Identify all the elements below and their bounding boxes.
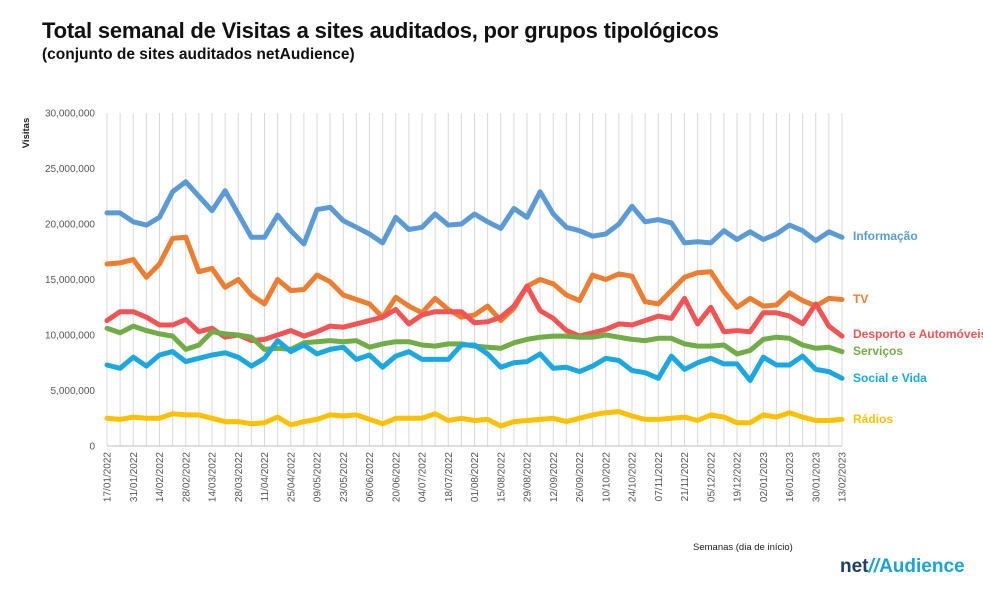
x-tick-label: 17/01/2022	[103, 452, 114, 502]
legend-label: Social e Vida	[853, 371, 927, 385]
x-tick-label: 28/02/2022	[181, 452, 192, 502]
y-tick-label: 0	[89, 442, 95, 453]
series-line-social-e-vida	[104, 338, 845, 383]
x-tick-label: 19/12/2022	[733, 452, 744, 502]
x-tick-label: 11/04/2022	[260, 452, 271, 502]
x-axis-label: Semanas (dia de início)	[693, 542, 793, 553]
x-tick-label: 06/06/2022	[365, 452, 376, 502]
y-tick-label: 30,000,000	[45, 109, 95, 120]
x-tick-label: 26/09/2022	[575, 452, 586, 502]
y-tick-label: 25,000,000	[45, 164, 95, 175]
netaudience-logo: net//Audience	[840, 556, 965, 578]
x-tick-label: 21/11/2022	[680, 452, 691, 502]
x-tick-label: 12/09/2022	[549, 452, 560, 502]
y-tick-label: 5,000,000	[51, 386, 96, 397]
x-tick-label: 04/07/2022	[418, 452, 429, 502]
x-tick-label: 25/04/2022	[286, 452, 297, 502]
logo-audience: Audience	[879, 556, 965, 577]
logo-slash: //	[868, 556, 880, 577]
x-tick-label: 15/08/2022	[496, 452, 507, 502]
y-tick-label: 10,000,000	[45, 331, 95, 342]
y-axis-label: Visitas	[21, 118, 32, 148]
x-tick-label: 23/05/2022	[339, 452, 350, 502]
series-line-informação	[104, 179, 845, 247]
legend-label: Informação	[853, 229, 918, 243]
x-tick-label: 16/01/2023	[785, 452, 796, 502]
y-tick-label: 15,000,000	[45, 275, 95, 286]
chart-title: Total semanal de Visitas a sites auditad…	[42, 18, 719, 43]
y-tick-label: 20,000,000	[45, 220, 95, 231]
x-tick-label: 10/10/2022	[601, 452, 612, 502]
x-tick-label: 09/05/2022	[313, 452, 324, 502]
legend-label: Rádios	[853, 412, 893, 426]
series-line-rádios	[104, 409, 845, 429]
x-tick-label: 05/12/2022	[706, 452, 717, 502]
series-line-tv	[104, 234, 845, 324]
x-tick-label: 28/03/2022	[234, 452, 245, 502]
x-tick-label: 14/02/2022	[155, 452, 166, 502]
x-tick-label: 18/07/2022	[444, 452, 455, 502]
x-tick-label: 20/06/2022	[391, 452, 402, 502]
x-tick-label: 01/08/2022	[470, 452, 481, 502]
legend-label: Desporto e Automóveis	[853, 327, 983, 341]
x-tick-label: 13/02/2023	[838, 452, 849, 502]
logo-net: net	[840, 556, 869, 577]
x-tick-label: 31/01/2022	[129, 452, 140, 502]
legend-label: Serviços	[853, 344, 903, 358]
legend-label: TV	[853, 292, 868, 306]
x-tick-label: 14/03/2022	[208, 452, 219, 502]
x-tick-label: 24/10/2022	[628, 452, 639, 502]
x-tick-label: 30/01/2023	[811, 452, 822, 502]
x-tick-label: 07/11/2022	[654, 452, 665, 502]
x-tick-label: 02/01/2023	[759, 452, 770, 502]
chart-subtitle: (conjunto de sites auditados netAudience…	[42, 46, 355, 63]
x-tick-label: 29/08/2022	[523, 452, 534, 502]
